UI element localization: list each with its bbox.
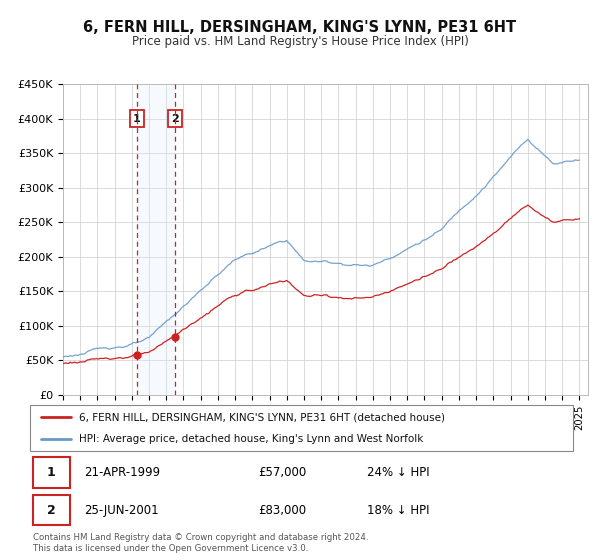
Text: 2: 2 xyxy=(47,504,56,517)
FancyBboxPatch shape xyxy=(33,495,70,525)
FancyBboxPatch shape xyxy=(33,458,70,488)
Text: £83,000: £83,000 xyxy=(258,504,306,517)
Text: 21-APR-1999: 21-APR-1999 xyxy=(85,466,160,479)
Text: 1: 1 xyxy=(47,466,56,479)
Text: HPI: Average price, detached house, King's Lynn and West Norfolk: HPI: Average price, detached house, King… xyxy=(79,435,423,444)
Text: 2: 2 xyxy=(170,114,178,124)
Text: Contains HM Land Registry data © Crown copyright and database right 2024.
This d: Contains HM Land Registry data © Crown c… xyxy=(33,533,368,553)
Text: Price paid vs. HM Land Registry's House Price Index (HPI): Price paid vs. HM Land Registry's House … xyxy=(131,35,469,48)
Text: 25-JUN-2001: 25-JUN-2001 xyxy=(85,504,159,517)
Text: 6, FERN HILL, DERSINGHAM, KING'S LYNN, PE31 6HT (detached house): 6, FERN HILL, DERSINGHAM, KING'S LYNN, P… xyxy=(79,412,445,422)
FancyBboxPatch shape xyxy=(30,405,573,451)
Text: 1: 1 xyxy=(133,114,141,124)
Text: 18% ↓ HPI: 18% ↓ HPI xyxy=(367,504,429,517)
Bar xyxy=(137,84,175,395)
Text: 24% ↓ HPI: 24% ↓ HPI xyxy=(367,466,429,479)
Text: £57,000: £57,000 xyxy=(258,466,307,479)
Text: 6, FERN HILL, DERSINGHAM, KING'S LYNN, PE31 6HT: 6, FERN HILL, DERSINGHAM, KING'S LYNN, P… xyxy=(83,20,517,35)
